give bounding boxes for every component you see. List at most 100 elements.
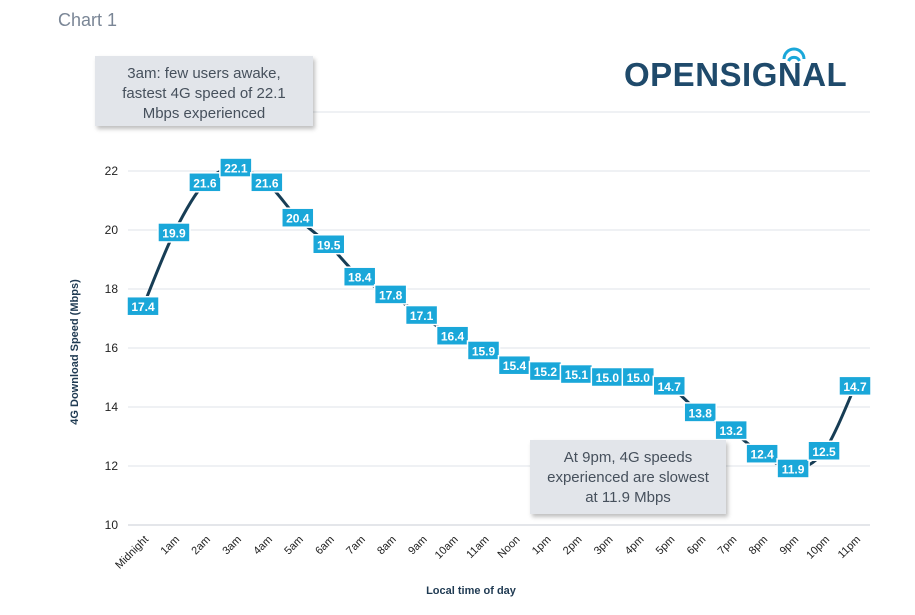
data-label: 18.4 (342, 266, 377, 287)
data-label-box (714, 419, 748, 441)
y-tick-label: 22 (105, 164, 119, 178)
data-label: 12.4 (745, 443, 779, 464)
logo-text: OPENSIGNAL (624, 56, 848, 93)
data-label-box (342, 266, 377, 287)
x-tick-label: 9pm (778, 534, 802, 558)
data-label-box (838, 375, 872, 397)
callout-peak-line-1: 3am: few users awake, (127, 65, 281, 82)
data-label: 21.6 (188, 172, 222, 193)
data-label: 14.7 (652, 375, 687, 397)
data-label-box (807, 440, 841, 461)
data-label: 15.0 (590, 366, 625, 388)
data-label-text: 19.5 (317, 238, 341, 252)
y-tick-labels: 10 12 14 16 18 20 22 (105, 164, 119, 532)
y-tick-label: 20 (105, 223, 119, 237)
data-label-box (219, 157, 253, 178)
series-line (141, 166, 857, 471)
callout-peak-line-2: fastest 4G speed of 22.1 (122, 85, 286, 102)
data-label-text: 17.8 (379, 288, 403, 302)
callout-low-line-3: at 11.9 Mbps (585, 489, 671, 506)
x-tick-label: 5pm (654, 534, 678, 558)
data-label-text: 12.5 (812, 445, 836, 459)
data-label-text: 15.9 (472, 344, 496, 358)
x-tick-label: 11am (464, 534, 491, 561)
data-label: 20.4 (281, 207, 315, 228)
x-tick-label: 1am (158, 534, 182, 558)
data-label-text: 13.2 (719, 424, 743, 438)
x-axis-label: Local time of day (426, 585, 517, 597)
data-label-box (188, 172, 222, 193)
y-tick-label: 16 (105, 341, 119, 355)
data-label: 15.2 (528, 360, 563, 382)
x-tick-label: 5am (282, 534, 306, 558)
data-label: 14.7 (838, 375, 872, 397)
data-label: 17.1 (404, 304, 439, 326)
x-tick-label: 7pm (716, 534, 740, 558)
data-label: 22.1 (219, 157, 253, 178)
x-tick-label: 10am (433, 534, 461, 562)
data-label: 17.4 (126, 295, 160, 317)
x-tick-label: 6am (313, 534, 337, 558)
y-tick-label: 18 (105, 282, 119, 296)
data-label: 15.1 (559, 363, 594, 385)
signal-icon (782, 47, 806, 62)
y-tick-label: 10 (105, 518, 119, 532)
data-label: 15.0 (621, 366, 656, 388)
data-label: 15.4 (497, 354, 532, 376)
data-label-box (683, 402, 717, 423)
data-label-text: 15.2 (534, 365, 558, 379)
x-tick-label: 3am (220, 534, 244, 558)
data-label-box (776, 458, 810, 479)
data-label-box (373, 284, 408, 305)
x-tick-label: 4am (251, 534, 275, 558)
data-label-text: 21.6 (255, 176, 279, 190)
callout-low-line-2: experienced are slowest (547, 469, 709, 486)
callout-low-line-1: At 9pm, 4G speeds (563, 449, 693, 466)
data-label-text: 18.4 (348, 271, 372, 285)
data-label: 19.9 (157, 222, 191, 243)
data-label-box (404, 304, 439, 326)
data-label: 12.5 (807, 440, 841, 461)
data-label-box (435, 325, 470, 346)
x-tick-label: 9am (406, 534, 430, 558)
data-label: 21.6 (250, 172, 284, 193)
y-tick-label: 14 (105, 400, 119, 414)
data-label-text: 15.0 (627, 371, 651, 385)
x-tick-label: 10pm (804, 534, 832, 562)
data-label: 13.8 (683, 402, 717, 423)
x-tick-labels: Midnight 1am 2am 3am 4am 5am 6am 7am 8am 9am 10am 1… (113, 534, 863, 572)
x-tick-label: 1pm (530, 534, 554, 558)
x-tick-label: 3pm (592, 534, 616, 558)
data-label-text: 21.6 (193, 176, 217, 190)
data-label-text: 22.1 (224, 162, 248, 176)
data-label: 19.5 (311, 234, 346, 255)
x-tick-label: 8am (375, 534, 399, 558)
data-label-text: 13.8 (689, 406, 713, 420)
x-tick-label: 4pm (623, 534, 647, 558)
opensignal-logo: OPENSIGNAL (624, 46, 874, 96)
data-label-text: 14.7 (843, 380, 867, 394)
data-label-text: 17.4 (131, 300, 155, 314)
data-label-text: 12.4 (750, 448, 774, 462)
data-label-text: 15.1 (565, 368, 589, 382)
data-label: 11.9 (776, 458, 810, 479)
callout-low: At 9pm, 4G speeds experienced are slowes… (530, 440, 726, 514)
data-label-text: 19.9 (162, 226, 186, 240)
x-tick-label: 6pm (685, 534, 709, 558)
data-label-text: 15.4 (503, 359, 527, 373)
data-label-box (126, 295, 160, 317)
x-tick-label: 2am (189, 534, 213, 558)
data-label-text: 15.0 (596, 371, 620, 385)
y-tick-label: 12 (105, 459, 119, 473)
data-label-box (466, 340, 501, 361)
data-label-text: 16.4 (441, 330, 465, 344)
x-tick-label: Midnight (113, 534, 151, 572)
data-label-box (652, 375, 687, 397)
callout-peak: 3am: few users awake, fastest 4G speed o… (95, 56, 313, 126)
x-tick-label: 8pm (747, 534, 771, 558)
x-tick-label: Noon (496, 534, 523, 561)
data-labels: 17.4 19.9 21.6 22.1 21.6 20.4 19.5 18.4 17.8 17.1… (126, 157, 872, 479)
data-label: 17.8 (373, 284, 408, 305)
data-label: 15.9 (466, 340, 501, 361)
